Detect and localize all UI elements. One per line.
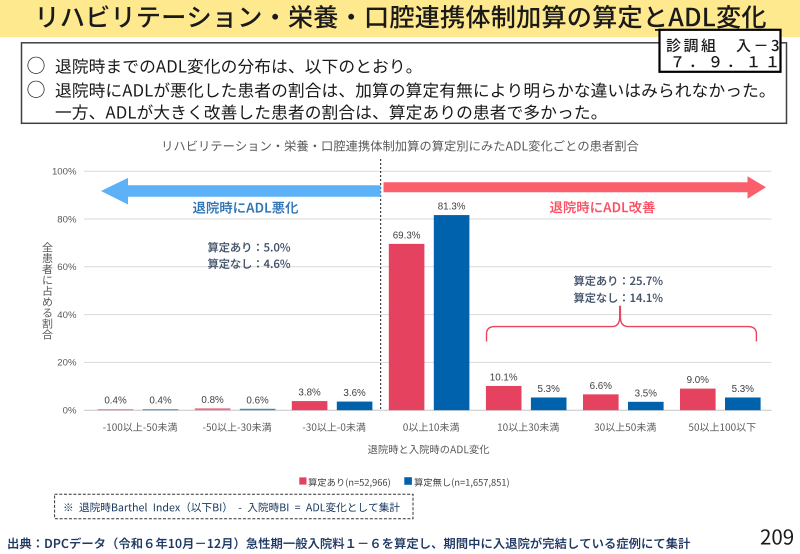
svg-text:5.3%: 5.3% [732, 384, 755, 395]
svg-text:20%: 20% [57, 358, 77, 369]
svg-text:0.8%: 0.8% [201, 395, 224, 406]
svg-text:80%: 80% [57, 214, 77, 225]
svg-text:60%: 60% [57, 262, 77, 273]
svg-text:0.4%: 0.4% [149, 396, 172, 407]
svg-text:3.5%: 3.5% [635, 388, 658, 399]
svg-text:9.0%: 9.0% [687, 375, 710, 386]
svg-text:5.3%: 5.3% [538, 384, 561, 395]
svg-text:69.3%: 69.3% [393, 230, 421, 241]
svg-text:0.4%: 0.4% [104, 396, 127, 407]
svg-text:0%: 0% [63, 406, 77, 417]
svg-text:6.6%: 6.6% [590, 381, 613, 392]
svg-text:3.6%: 3.6% [343, 388, 366, 399]
svg-text:3.8%: 3.8% [298, 388, 321, 399]
svg-text:100%: 100% [52, 167, 77, 178]
svg-text:81.3%: 81.3% [438, 202, 466, 213]
svg-text:0.6%: 0.6% [246, 395, 269, 406]
svg-text:10.1%: 10.1% [490, 373, 518, 384]
svg-text:40%: 40% [57, 310, 77, 321]
